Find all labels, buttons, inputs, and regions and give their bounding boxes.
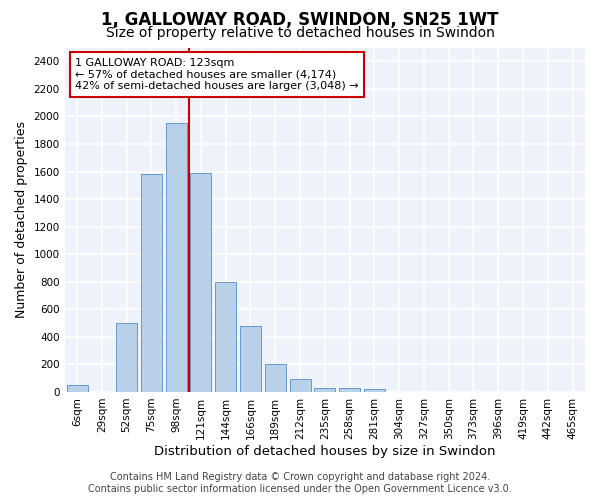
Bar [364,389,385,392]
Text: 1, GALLOWAY ROAD, SWINDON, SN25 1WT: 1, GALLOWAY ROAD, SWINDON, SN25 1WT [101,11,499,29]
Bar [290,379,311,392]
X-axis label: Distribution of detached houses by size in Swindon: Distribution of detached houses by size … [154,444,496,458]
Bar [190,173,211,392]
Bar [314,388,335,392]
Bar [265,364,286,392]
Bar [166,124,187,392]
Bar [215,282,236,392]
Text: Contains HM Land Registry data © Crown copyright and database right 2024.
Contai: Contains HM Land Registry data © Crown c… [88,472,512,494]
Bar [141,174,162,392]
Bar [240,326,261,392]
Bar [67,385,88,392]
Text: 1 GALLOWAY ROAD: 123sqm
← 57% of detached houses are smaller (4,174)
42% of semi: 1 GALLOWAY ROAD: 123sqm ← 57% of detache… [75,58,359,91]
Bar [116,323,137,392]
Text: Size of property relative to detached houses in Swindon: Size of property relative to detached ho… [106,26,494,40]
Bar [339,388,360,392]
Y-axis label: Number of detached properties: Number of detached properties [15,121,28,318]
